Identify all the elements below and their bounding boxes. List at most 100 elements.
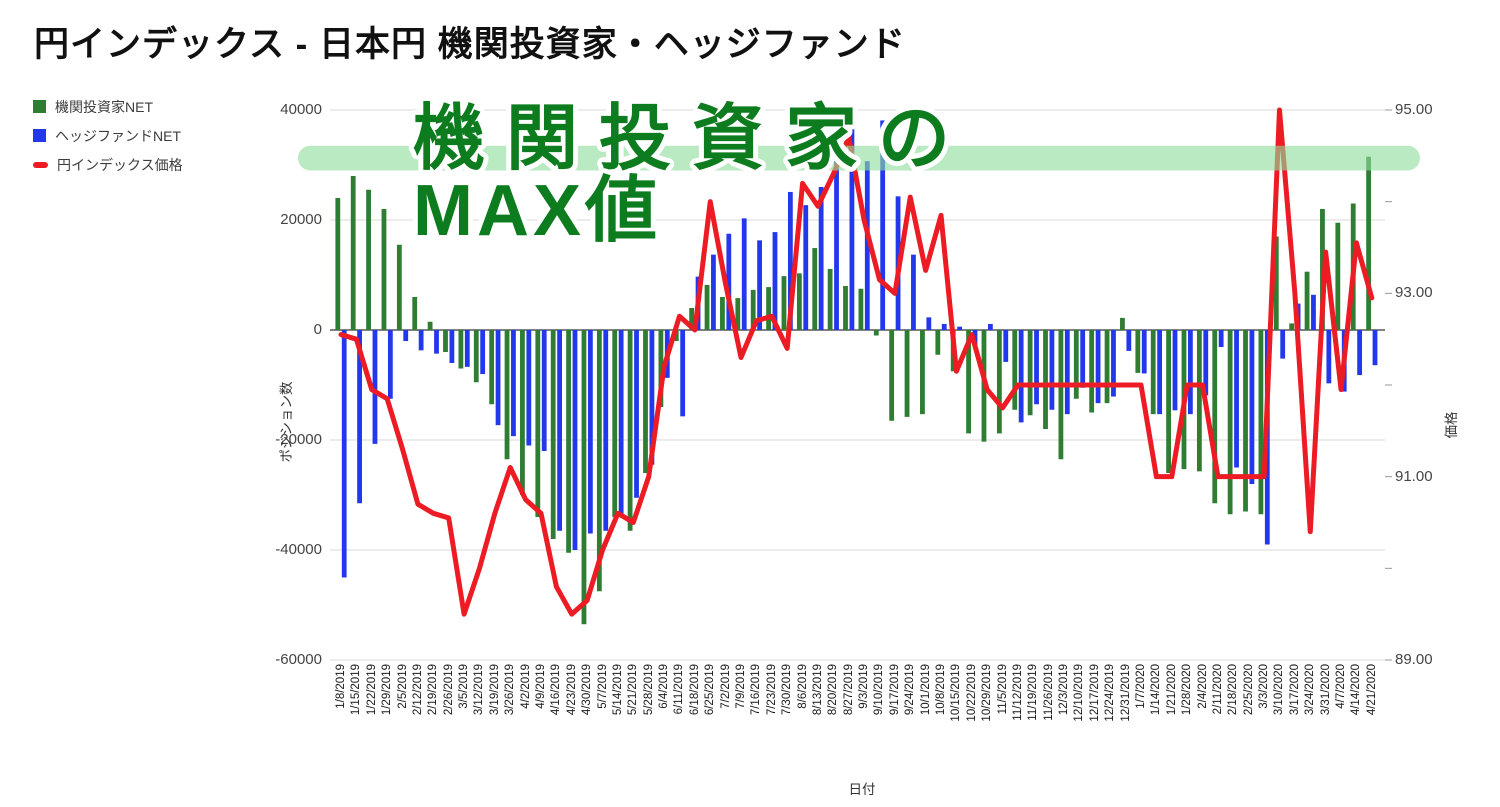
x-axis-date-label: 11/12/2019 — [1011, 664, 1024, 721]
bar-hedgefund-net — [618, 330, 624, 517]
bar-institutional-net — [1089, 330, 1095, 413]
bar-hedgefund-net — [1234, 330, 1239, 468]
page-title: 円インデックス - 日本円 機関投資家・ヘッジファンド — [34, 25, 906, 64]
bar-hedgefund-net — [741, 218, 747, 330]
legend-item-institutional: 機関投資家NET — [33, 92, 183, 121]
x-axis-title: 日付 — [848, 782, 876, 797]
x-axis-date-label: 1/29/2019 — [381, 664, 394, 716]
bar-institutional-net — [796, 273, 802, 330]
bar-institutional-net — [612, 330, 618, 517]
bar-hedgefund-net — [834, 129, 839, 330]
x-axis-date-label: 12/10/2019 — [1073, 664, 1086, 722]
bar-hedgefund-net — [372, 330, 378, 444]
x-axis-date-label: 1/8/2019 — [335, 664, 347, 709]
bar-institutional-net — [658, 330, 664, 407]
left-axis-tick-label: -40000 — [275, 541, 322, 558]
bar-hedgefund-net — [403, 330, 409, 341]
bar-hedgefund-net — [495, 330, 501, 426]
x-axis-date-label: 11/26/2019 — [1042, 664, 1055, 721]
bar-institutional-net — [350, 176, 356, 330]
x-axis-date-label: 12/24/2019 — [1104, 664, 1117, 722]
bar-institutional-net — [443, 330, 448, 352]
x-axis-date-label: 1/28/2020 — [1181, 664, 1194, 716]
x-axis-date-label: 3/5/2019 — [458, 664, 471, 709]
bar-institutional-net — [643, 330, 648, 473]
bar-institutional-net — [381, 209, 387, 330]
bar-hedgefund-net — [1372, 330, 1378, 366]
bar-institutional-net — [1135, 330, 1141, 373]
bar-institutional-net — [520, 330, 525, 495]
bar-institutional-net — [550, 330, 556, 539]
x-axis-date-label: 1/14/2020 — [1150, 664, 1163, 716]
bar-hedgefund-net — [1095, 330, 1101, 404]
x-axis-date-label: 7/9/2019 — [735, 664, 747, 709]
legend-label: 円インデックス価格 — [57, 156, 183, 173]
bar-hedgefund-net — [772, 232, 778, 330]
bar-institutional-net — [1027, 330, 1033, 416]
x-axis-date-label: 1/15/2019 — [350, 664, 363, 716]
bar-hedgefund-net — [957, 326, 963, 330]
x-axis-date-label: 7/30/2019 — [781, 664, 794, 716]
bar-hedgefund-net — [1203, 330, 1209, 396]
x-axis-date-label: 8/20/2019 — [827, 664, 840, 716]
bar-institutional-net — [735, 298, 741, 330]
bar-institutional-net — [396, 244, 402, 330]
bar-hedgefund-net — [1034, 330, 1039, 405]
legend-item-hedgefund: ヘッジファンドNET — [33, 121, 183, 150]
left-axis-tick-label: 20000 — [280, 211, 322, 228]
bar-institutional-net — [427, 321, 433, 330]
bar-institutional-net — [920, 330, 925, 415]
x-axis-date-label: 2/11/2020 — [1211, 664, 1224, 715]
bar-hedgefund-net — [680, 330, 686, 417]
bar-institutional-net — [673, 330, 679, 341]
bar-institutional-net — [1273, 236, 1279, 330]
right-axis-tick-label: 91.00 — [1395, 467, 1433, 485]
annotation-max-line1: 機関投資家の — [413, 99, 971, 179]
bar-institutional-net — [1166, 330, 1171, 473]
left-axis-tick-label: -20000 — [275, 431, 322, 448]
bar-institutional-net — [1058, 330, 1064, 460]
x-axis-date-label: 3/26/2019 — [504, 664, 517, 716]
max-highlight-band — [298, 145, 1420, 171]
bar-institutional-net — [1289, 323, 1295, 330]
left-axis-tick-label: 40000 — [280, 101, 322, 118]
bar-institutional-net — [1212, 330, 1218, 504]
x-axis-date-label: 4/21/2020 — [1365, 664, 1378, 716]
bar-institutional-net — [1227, 330, 1233, 515]
bar-institutional-net — [1120, 317, 1125, 330]
bar-institutional-net — [858, 288, 864, 330]
bar-institutional-net — [996, 330, 1002, 434]
bar-hedgefund-net — [926, 317, 932, 330]
x-axis-date-label: 4/14/2020 — [1350, 664, 1363, 716]
left-axis-tick-label: -60000 — [275, 651, 322, 668]
bar-institutional-net — [1012, 330, 1018, 410]
x-axis-date-label: 6/18/2019 — [688, 664, 701, 716]
bar-hedgefund-net — [1357, 330, 1363, 376]
x-axis-date-label: 2/5/2019 — [396, 664, 409, 709]
bar-hedgefund-net — [603, 330, 609, 531]
x-axis-date-label: 3/12/2019 — [473, 664, 486, 716]
right-axis-tick-label: 89.00 — [1395, 651, 1433, 668]
bar-institutional-net — [1258, 330, 1264, 515]
bar-hedgefund-net — [880, 120, 886, 330]
x-axis-date-label: 2/25/2020 — [1242, 664, 1255, 716]
bar-institutional-net — [581, 330, 587, 625]
bar-hedgefund-net — [418, 330, 424, 351]
bar-hedgefund-net — [849, 122, 855, 331]
x-axis-date-label: 2/26/2019 — [442, 664, 455, 716]
bar-hedgefund-net — [1311, 294, 1316, 330]
x-axis-date-label: 12/3/2019 — [1058, 664, 1071, 716]
bar-hedgefund-net — [911, 254, 916, 330]
bar-institutional-net — [412, 297, 418, 330]
bar-hedgefund-net — [1018, 330, 1024, 423]
bar-institutional-net — [766, 287, 771, 330]
legend-item-price: 円インデックス価格 — [33, 150, 183, 179]
x-axis-date-label: 10/1/2019 — [919, 664, 932, 716]
bar-hedgefund-net — [464, 330, 470, 367]
bar-hedgefund-net — [803, 205, 809, 330]
bar-institutional-net — [873, 330, 879, 336]
bar-institutional-net — [535, 330, 541, 517]
hedgefund-swatch-icon — [33, 129, 46, 142]
